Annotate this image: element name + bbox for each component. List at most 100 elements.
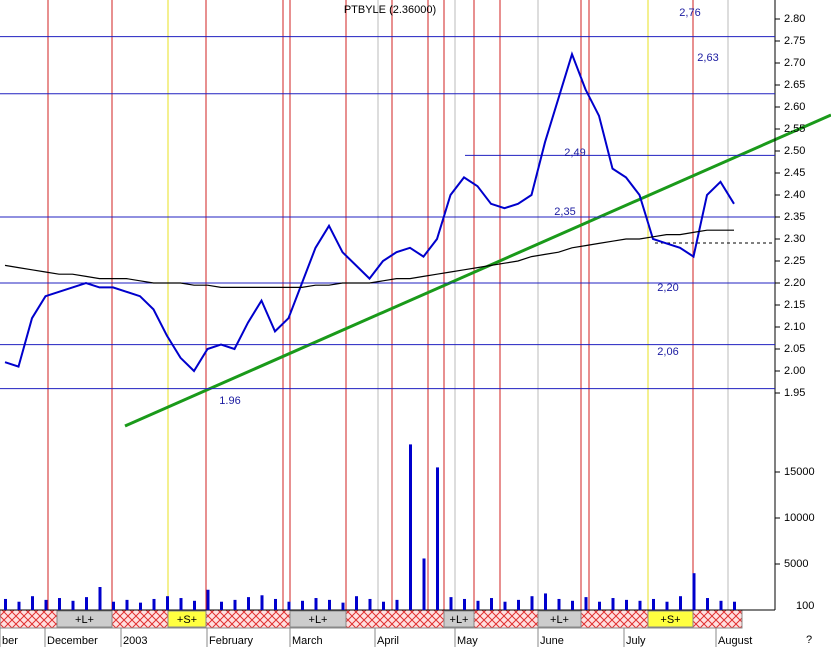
volume-bar [692,573,696,610]
signal-box [443,610,475,628]
level-label: 2,76 [679,7,700,19]
volume-bar [679,596,682,610]
y-tick-label: 15000 [784,466,815,478]
volume-bar [314,598,318,610]
x-tick-label: July [626,635,646,647]
y-tick-label: 2.40 [784,189,805,201]
y-tick-label: 2.05 [784,343,805,355]
volume-bar [557,598,561,610]
volume-bar [17,601,21,610]
signal-label: +S+ [177,614,197,626]
volume-bar [611,598,615,610]
volume-bar [152,598,156,610]
y-tick-label: 2.20 [784,277,805,289]
volume-bar [584,597,588,610]
y-tick-label: 2.15 [784,299,805,311]
volume-bar [44,599,48,610]
level-label: 2,35 [554,206,575,218]
volume-bar [476,600,480,610]
volume-bar [125,599,129,610]
signal-box [647,610,694,628]
volume-bar [665,601,669,610]
volume-bar [638,600,642,610]
volume-bar [733,601,736,610]
volume-bar [625,599,628,610]
volume-bar [247,597,250,610]
signal-label: +L+ [309,614,328,626]
signal-label: +L+ [75,614,94,626]
y-tick-label: 2.25 [784,255,805,267]
volume-bar [179,598,183,610]
level-label: 2,49 [564,147,585,159]
volume-bar [4,598,7,610]
signal-label: +L+ [550,614,569,626]
volume-bar [517,599,520,610]
y-tick-label: 2.55 [784,123,805,135]
volume-bar [220,601,223,610]
volume-bar [233,599,237,610]
y-tick-label: 2.70 [784,57,805,69]
volume-bar [544,593,547,610]
volume-bar [166,596,169,610]
moving-average [4,229,734,288]
event-lines [47,0,729,610]
signal-box [289,610,347,628]
y-tick-label: 2.65 [784,79,805,91]
x-tick-label: June [540,635,564,647]
volume-bar [341,602,345,610]
x-tick-label: December [47,635,98,647]
volume-bar [98,587,102,610]
volume-bar [530,596,534,610]
level-label: 2,06 [657,346,678,358]
y-tick-label: 1.95 [784,387,805,399]
volume-bar [206,589,210,610]
volume-bar [436,467,439,610]
volume-unit: 100 [796,600,814,612]
chart-title: PTBYLE (2.36000) [344,4,436,16]
volume-bar [260,595,264,610]
signal-box [56,610,113,628]
x-tick-label: May [457,635,478,647]
volume-bar [328,599,331,610]
x-tick-label: April [377,635,399,647]
volume-bar [706,598,709,610]
volume-bar [598,601,601,610]
volume-bar [571,600,574,610]
volume-bar [463,598,466,610]
level-label: 1.96 [219,395,240,407]
trend-line [124,113,831,428]
volume-bar [652,598,655,610]
y-tick-label: 2.75 [784,35,805,47]
x-tick-label: February [209,635,254,647]
level-label: 2,20 [657,282,678,294]
y-tick-label: 5000 [784,558,808,570]
y-tick-label: 10000 [784,512,815,524]
y-tick-label: 2.10 [784,321,805,333]
corner-mark: ? [806,634,812,646]
volume-bar [409,444,412,610]
volume-bar [449,597,453,610]
signal-label: +S+ [660,614,680,626]
price-line [4,51,735,373]
volume-bar [301,600,304,610]
volume-bar [274,598,277,610]
y-tick-label: 2.00 [784,365,805,377]
volume-bar [382,601,385,610]
y-tick-label: 2.50 [784,145,805,157]
volume-bar [85,597,88,610]
signal-label: +L+ [450,614,469,626]
x-tick-label: ber [2,635,18,647]
volume-bar [503,601,507,610]
volume-bar [71,600,75,610]
volume-bar [719,600,723,610]
volume-bar [422,558,426,610]
level-label: 2,63 [697,52,718,64]
y-tick-label: 2.80 [784,13,805,25]
y-tick-label: 2.60 [784,101,805,113]
x-tick-label: 2003 [123,635,147,647]
volume-bar [139,602,142,610]
x-tick-label: March [292,635,323,647]
signal-box [537,610,582,628]
